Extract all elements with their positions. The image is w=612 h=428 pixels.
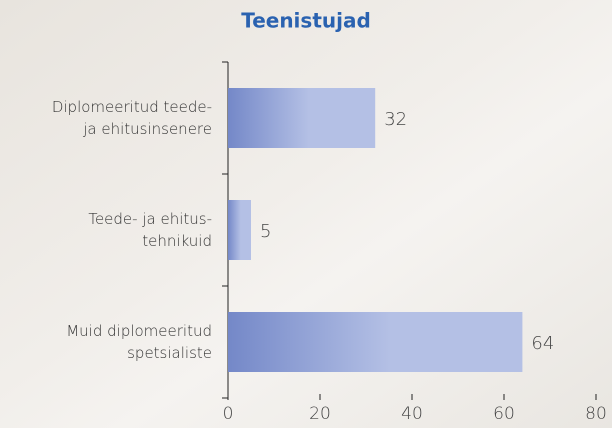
value-label: 5 [260, 221, 271, 242]
category-label-line: Muid diplomeeritud [66, 322, 212, 340]
x-tick-label: 0 [223, 404, 234, 424]
category-label-line: ja ehitusinsenere [82, 120, 212, 138]
bar [228, 200, 251, 260]
x-tick-label: 60 [493, 404, 515, 424]
chart-title: Teenistujad [241, 9, 371, 33]
category-label-line: Teede- ja ehitus- [88, 210, 212, 228]
category-label: Muid diplomeeritud spetsialiste [66, 322, 212, 362]
value-label: 64 [531, 333, 554, 354]
bar [228, 312, 523, 372]
category-label-line: tehnikuid [142, 232, 212, 250]
x-tick-label: 80 [585, 404, 607, 424]
category-label-line: spetsialiste [127, 344, 212, 362]
category-label: Diplomeeritud teede-ja ehitusinsenere [52, 98, 212, 138]
category-label-line: Diplomeeritud teede- [52, 98, 212, 116]
x-tick-label: 40 [401, 404, 423, 424]
bar [228, 88, 376, 148]
value-label: 32 [384, 109, 407, 130]
x-tick-label: 20 [309, 404, 331, 424]
category-label: Teede- ja ehitus-tehnikuid [88, 210, 212, 250]
